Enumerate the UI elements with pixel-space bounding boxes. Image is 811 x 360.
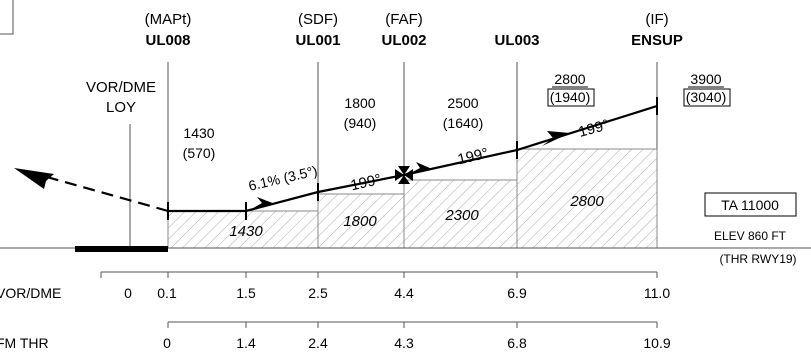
descent-gradient-label: 6.1% (3.5°) xyxy=(247,162,319,193)
approach-path-line xyxy=(168,104,658,213)
fix-if-header: (IF) ENSUP xyxy=(631,11,683,49)
fix-sdf-header: (SDF) UL001 xyxy=(295,11,340,49)
track-label-2: 199° xyxy=(456,145,490,169)
transition-altitude: TA 11000 xyxy=(721,197,779,213)
fix-name-label: UL001 xyxy=(295,32,340,49)
fix-name-label: UL002 xyxy=(381,32,426,49)
thr-distance-scale: FM THR 0 1.4 2.4 4.3 6.8 10.9 xyxy=(0,321,671,351)
track-label-1: 199° xyxy=(577,116,611,140)
altitude-mapt: 1430 xyxy=(183,125,214,141)
fix-name-label: ENSUP xyxy=(631,32,683,49)
height-if-box xyxy=(683,88,731,107)
msa-block-1-label: 1430 xyxy=(229,223,263,240)
fix-role-label: (MAPt) xyxy=(145,11,192,28)
height-ul003-box xyxy=(547,88,595,107)
vor-scale-label: VOR/DME xyxy=(0,285,61,301)
track-arrow-2 xyxy=(407,162,432,175)
vor-value: 4.4 xyxy=(394,285,414,301)
altitude-if: 3900 xyxy=(690,71,721,87)
height-faf: (1640) xyxy=(443,115,483,131)
height-mapt: (570) xyxy=(183,145,216,161)
ta-box xyxy=(704,192,797,217)
fix-faf-header: (FAF) UL002 xyxy=(381,11,426,49)
fix-role-label: (FAF) xyxy=(385,11,423,28)
vor-value: 6.9 xyxy=(507,285,527,301)
thr-value: 10.9 xyxy=(643,335,670,351)
threshold-label: (THR RWY19) xyxy=(719,252,796,266)
faf-symbol xyxy=(395,166,413,184)
thr-value: 1.4 xyxy=(236,335,256,351)
fix-name-label: UL003 xyxy=(494,32,539,49)
thr-value: 6.8 xyxy=(507,335,527,351)
fix-name-label: UL008 xyxy=(145,32,190,49)
missed-approach-line xyxy=(39,173,169,213)
vor-distance-scale: VOR/DME 0 0.1 1.5 2.5 4.4 6.9 11.0 xyxy=(0,271,670,301)
msa-block-2-label: 1800 xyxy=(343,213,377,230)
height-if: (3040) xyxy=(686,89,726,105)
thr-value: 0 xyxy=(163,335,171,351)
track-arrow-3 xyxy=(248,197,275,211)
missed-approach-arrowhead xyxy=(14,168,54,189)
thr-scale-label: FM THR xyxy=(0,335,49,351)
flight-path xyxy=(14,97,658,220)
track-label-3: 199° xyxy=(349,171,383,195)
vor-value: 0 xyxy=(124,285,132,301)
runway-bar xyxy=(75,246,168,252)
elevation-label: ELEV 860 FT xyxy=(714,229,787,243)
altitude-faf: 2500 xyxy=(447,95,478,111)
height-ul003: (1940) xyxy=(550,89,590,105)
msa-block-4-label: 2800 xyxy=(569,193,604,210)
vor-value: 11.0 xyxy=(644,285,670,301)
vor-value: 2.5 xyxy=(308,285,328,301)
thr-value: 2.4 xyxy=(308,335,328,351)
fix-ul003-header: UL003 xyxy=(494,32,539,49)
frame-corner xyxy=(0,0,14,35)
altitude-sdf: 1800 xyxy=(344,95,375,111)
track-arrow-1 xyxy=(542,131,570,146)
fix-mapt-header: (MAPt) UL008 xyxy=(145,11,192,49)
vor-value: 1.5 xyxy=(236,285,256,301)
msa-block-4 xyxy=(516,148,658,249)
msa-block-3-label: 2300 xyxy=(444,207,479,224)
navaid-label: VOR/DME xyxy=(86,79,156,96)
thr-value: 4.3 xyxy=(394,335,414,351)
navaid-ident: LOY xyxy=(106,99,136,116)
fix-role-label: (SDF) xyxy=(298,11,338,28)
vor-value: 0.1 xyxy=(157,285,177,301)
fix-role-label: (IF) xyxy=(645,11,668,28)
altitude-ul003: 2800 xyxy=(554,71,585,87)
msa-blocks xyxy=(167,148,658,249)
height-sdf: (940) xyxy=(344,115,377,131)
